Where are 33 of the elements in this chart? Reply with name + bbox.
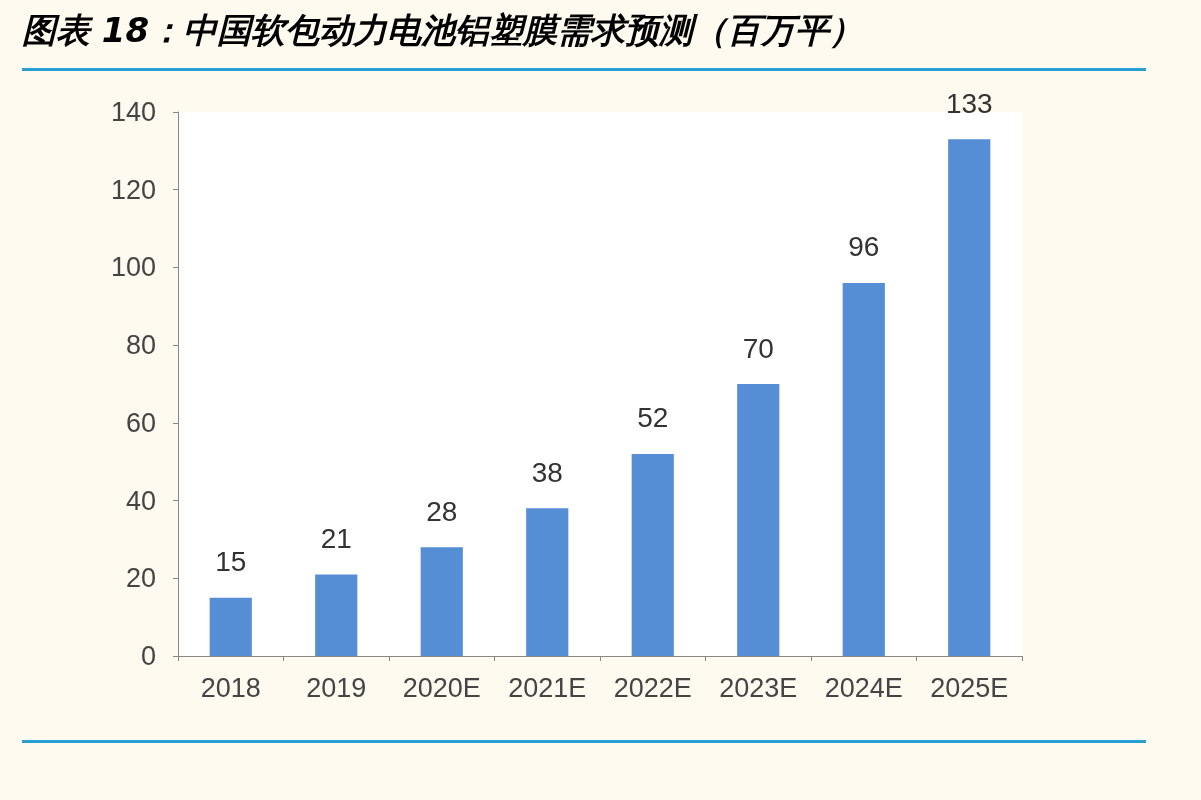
- x-tick-label: 2024E: [824, 672, 903, 703]
- bar: [631, 453, 674, 656]
- data-label: 70: [742, 332, 774, 364]
- y-tick-label: 140: [110, 97, 156, 127]
- bar: [420, 547, 463, 656]
- data-label: 38: [531, 456, 563, 488]
- y-tick-label: 20: [125, 563, 156, 594]
- bar: [526, 508, 569, 656]
- data-label: 52: [637, 402, 669, 434]
- data-label: 15: [215, 546, 247, 578]
- x-tick-label: 2018: [200, 672, 261, 703]
- bar: [737, 384, 780, 656]
- y-tick-label: 80: [125, 330, 156, 361]
- x-tick-label: 2021E: [508, 672, 587, 703]
- bar: [948, 139, 991, 656]
- bar: [209, 597, 252, 656]
- chart-title: 图表 18：中国软包动力电池铝塑膜需求预测（百万平）: [22, 9, 864, 52]
- y-tick-label: 0: [140, 641, 156, 671]
- x-tick-label: 2022E: [613, 672, 692, 703]
- bar: [842, 282, 885, 656]
- x-tick-label: 2025E: [930, 672, 1009, 703]
- x-tick-label: 2023E: [719, 672, 798, 703]
- x-tick-label: 2020E: [402, 672, 481, 703]
- data-label: 96: [848, 231, 880, 263]
- data-label: 133: [945, 87, 993, 119]
- x-tick-label: 2019: [306, 672, 367, 703]
- y-tick-label: 100: [110, 252, 156, 283]
- y-tick-label: 40: [125, 485, 156, 516]
- data-label: 28: [426, 495, 458, 527]
- bar: [315, 574, 358, 656]
- data-label: 21: [320, 522, 352, 554]
- y-tick-label: 60: [125, 407, 156, 438]
- y-tick-label: 120: [110, 174, 156, 205]
